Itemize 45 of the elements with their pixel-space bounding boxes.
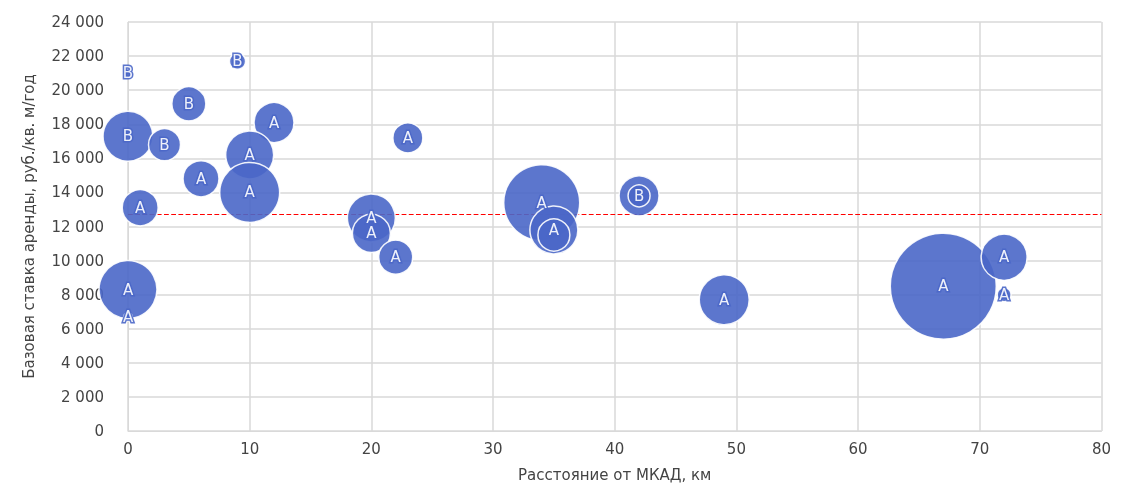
x-tick-label: 70 [970, 439, 990, 458]
data-label: A [402, 128, 414, 147]
x-tick-label: 0 [123, 439, 133, 458]
x-axis-title: Расстояние от МКАД, км [518, 465, 712, 484]
data-label: A [548, 220, 560, 239]
data-label: A [195, 169, 207, 188]
data-label: B [633, 186, 645, 205]
data-label: B [232, 52, 243, 71]
y-tick-label: 12 000 [51, 217, 104, 236]
y-tick-label: 18 000 [51, 115, 104, 134]
data-label: B [122, 127, 134, 146]
data-label: A [998, 285, 1010, 304]
x-tick-label: 80 [1091, 439, 1111, 458]
data-label: A [938, 277, 950, 296]
data-label: A [998, 248, 1010, 267]
x-tick-label: 10 [240, 439, 260, 458]
y-tick-label: 2 000 [61, 387, 104, 406]
x-tick-label: 60 [848, 439, 868, 458]
data-label: A [244, 145, 256, 164]
data-label: A [536, 193, 548, 212]
data-label: B [183, 94, 194, 113]
data-label: A [268, 113, 280, 132]
data-label: A [122, 280, 134, 299]
y-axis-title: Базовая ставка аренды, руб./кв. м/год [19, 74, 38, 379]
data-label: A [366, 224, 378, 243]
x-tick-label: 30 [483, 439, 503, 458]
data-label: A [122, 307, 134, 326]
x-tick-label: 20 [361, 439, 381, 458]
y-tick-label: 0 [94, 422, 104, 440]
y-tick-label: 16 000 [51, 149, 104, 168]
data-label: A [719, 290, 731, 309]
y-tick-label: 6 000 [61, 319, 104, 338]
y-tick-label: 4 000 [61, 353, 104, 372]
data-label: A [244, 183, 256, 202]
data-label: B [159, 135, 170, 154]
data-label: B [122, 64, 134, 83]
y-tick-label: 10 000 [51, 251, 104, 270]
data-label: A [390, 248, 402, 267]
data-label: A [135, 198, 147, 217]
y-tick-label: 14 000 [51, 183, 104, 202]
y-tick-label: 20 000 [51, 81, 104, 100]
y-tick-label: 24 000 [51, 13, 104, 31]
x-tick-label: 50 [726, 439, 746, 458]
x-tick-label: 40 [605, 439, 625, 458]
y-tick-label: 22 000 [51, 47, 104, 66]
